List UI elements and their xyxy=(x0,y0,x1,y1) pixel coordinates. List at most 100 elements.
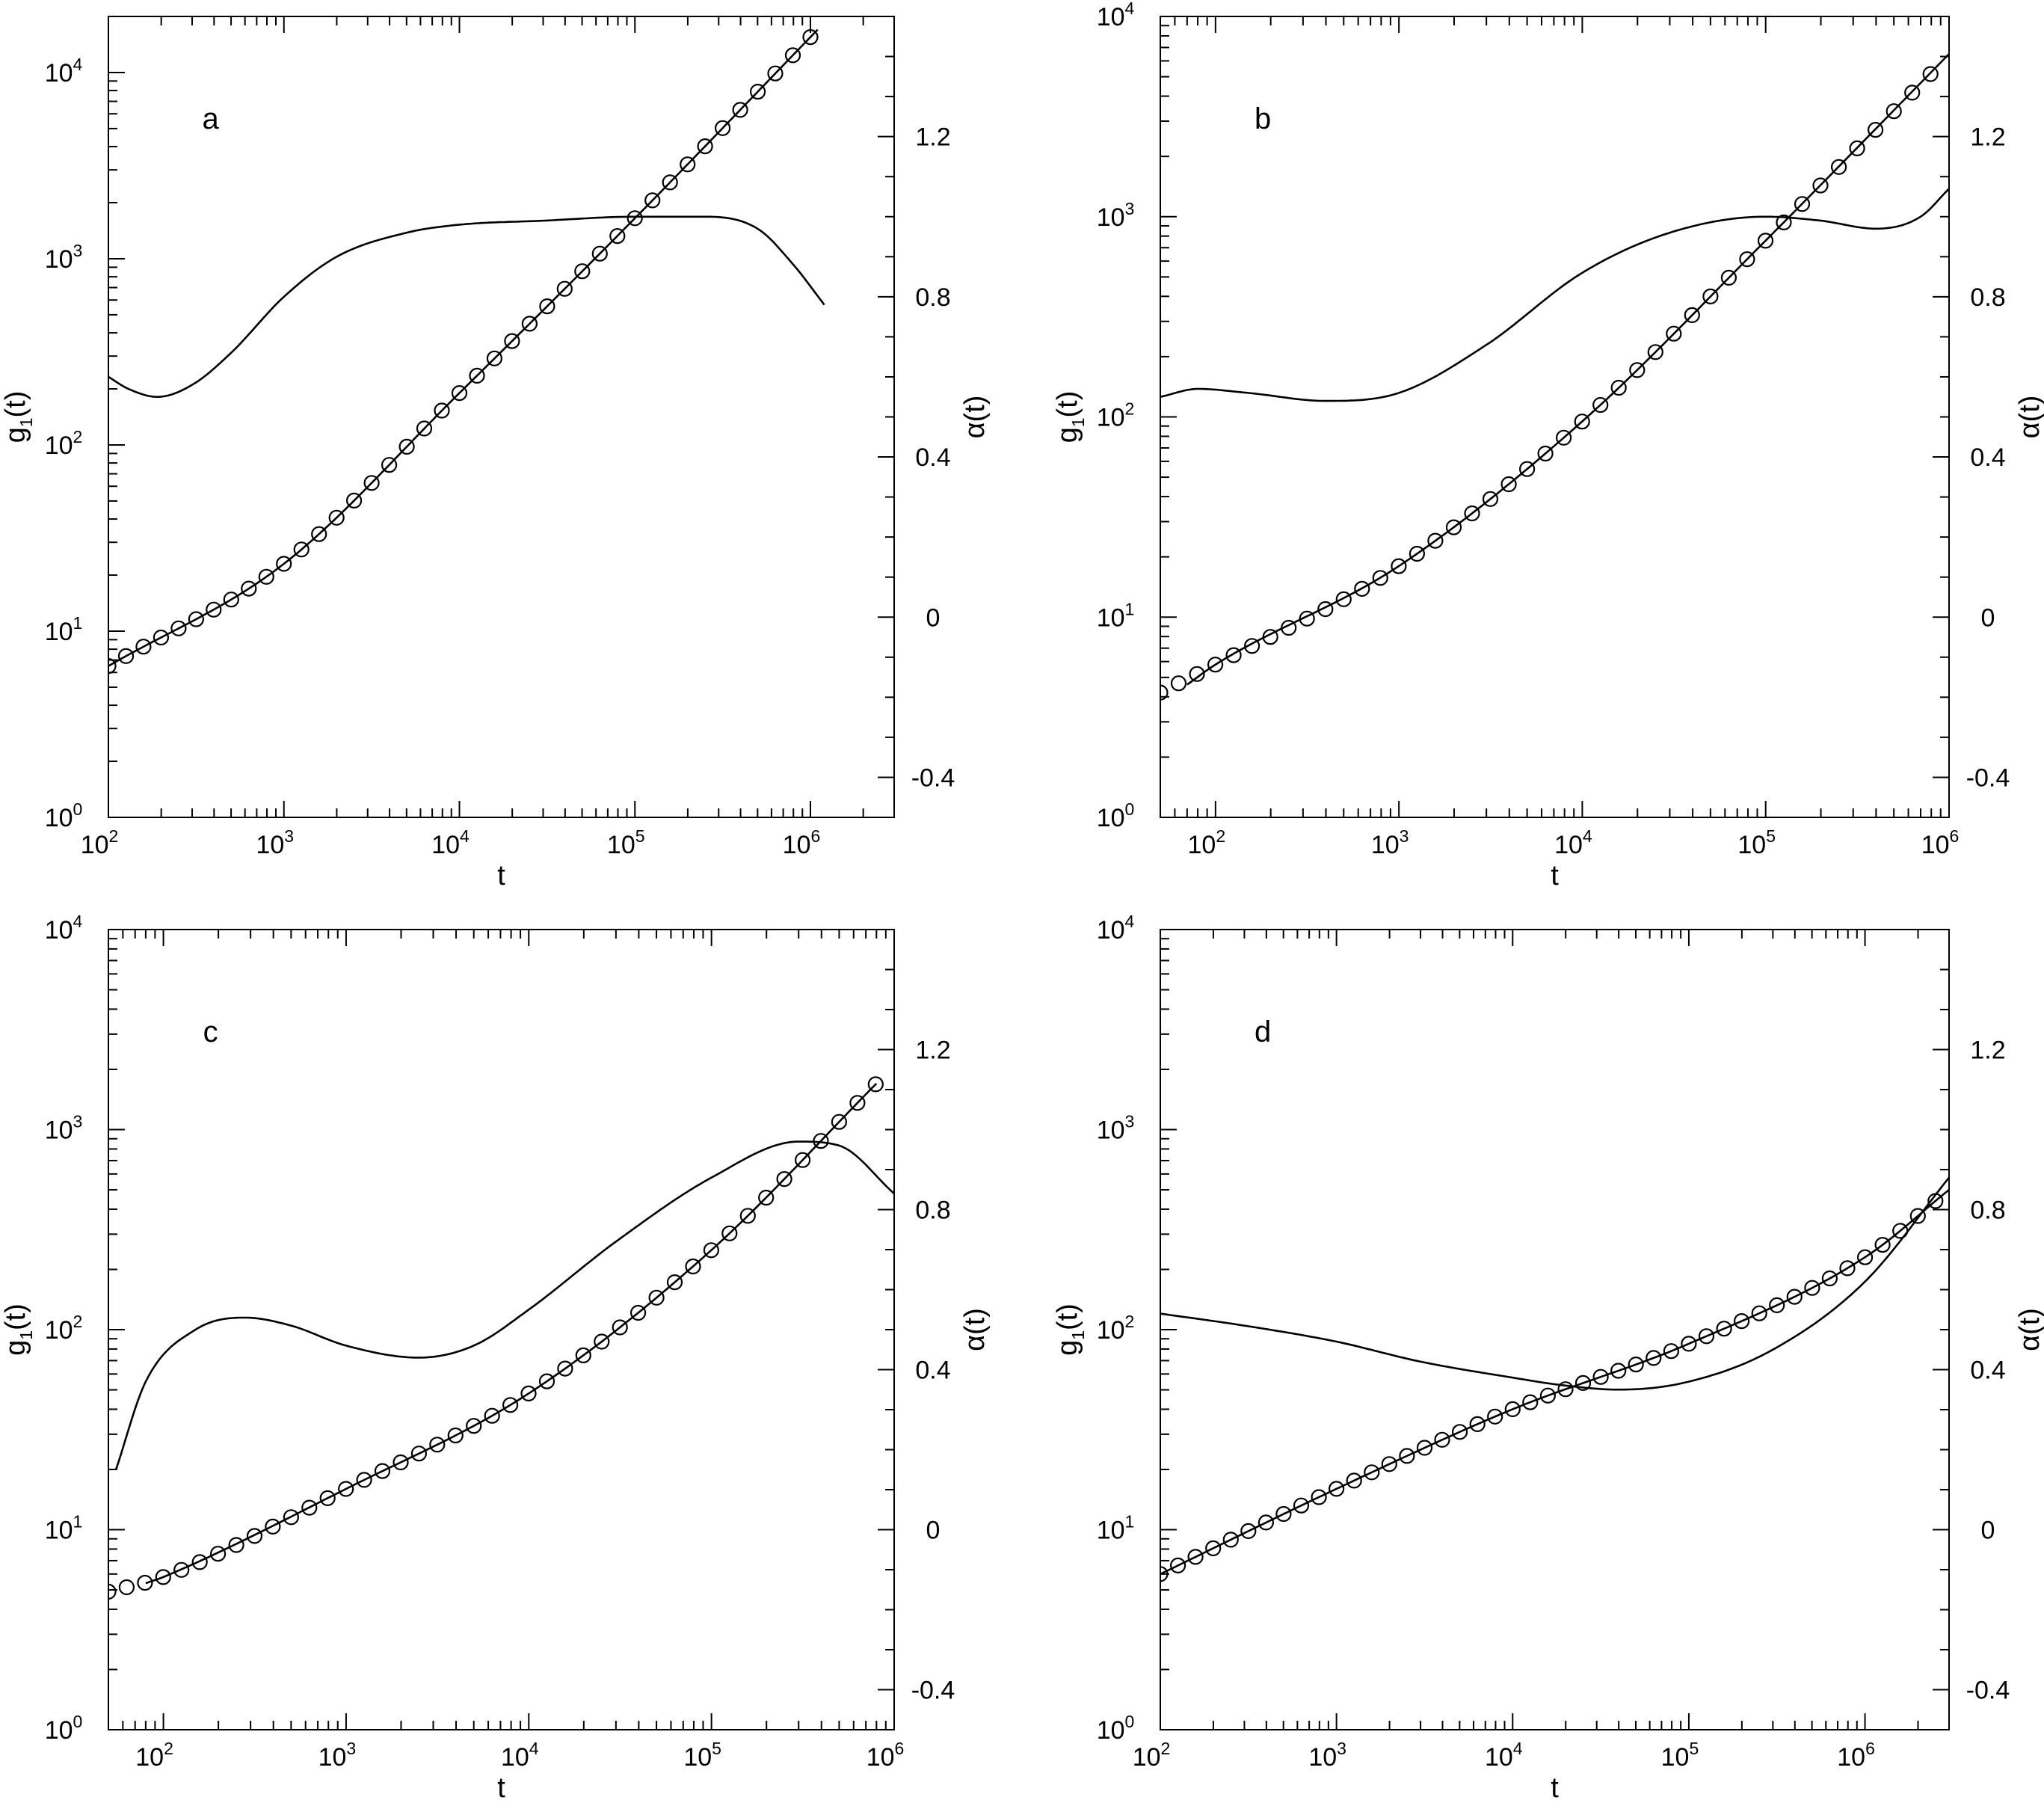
g1-point xyxy=(784,47,801,64)
x-tick-label: 106 xyxy=(1837,1739,1875,1772)
y-tick-labels: 100 101 102 103 104 xyxy=(45,55,83,832)
y-axis-ticks xyxy=(1160,929,1177,1730)
g1-point xyxy=(739,1208,756,1224)
g1-point xyxy=(1904,85,1921,101)
g1-point xyxy=(831,1114,848,1130)
y-tick-label: 100 xyxy=(45,799,83,832)
g1-point xyxy=(410,1446,428,1462)
g1-point xyxy=(609,228,626,245)
g1-point xyxy=(644,192,661,209)
y-axis-label: g1(t) xyxy=(1052,1303,1088,1356)
x-tick-exp: 3 xyxy=(1337,1739,1346,1758)
g1-point xyxy=(1751,1305,1767,1321)
g1-point xyxy=(714,120,731,136)
x-tick-labels: 102 103 104 105 106 xyxy=(81,826,821,859)
y2-tick-label: 0 xyxy=(926,603,941,632)
g1-point xyxy=(794,1152,811,1168)
x-tick-exp: 4 xyxy=(529,1739,539,1758)
g1-fit-line xyxy=(108,28,819,667)
y2-tick-label: -0.4 xyxy=(911,764,955,792)
g1-point xyxy=(867,1076,884,1093)
x-tick-exp: 2 xyxy=(164,1739,173,1758)
y-tick-labels: 100 101 102 103 104 xyxy=(1097,0,1135,832)
g1-point xyxy=(1663,1343,1679,1360)
x-tick-label: 105 xyxy=(1661,1739,1699,1772)
g1-point xyxy=(1629,362,1646,378)
g1-point xyxy=(504,333,520,349)
g1-point xyxy=(1681,1336,1697,1352)
x-tick-exp: 5 xyxy=(635,826,645,846)
g1-point xyxy=(228,1537,244,1553)
y-tick-label: 104 xyxy=(45,912,83,944)
x-tick-base: 10 xyxy=(1485,1743,1513,1772)
g1-point xyxy=(703,1242,720,1259)
g1-point xyxy=(539,298,555,315)
y2-tick-label: 0.4 xyxy=(915,443,950,472)
x-tick-exp: 3 xyxy=(1400,826,1409,846)
y-axis-ticks xyxy=(108,16,125,818)
g1-point xyxy=(319,1490,336,1507)
x-tick-label: 106 xyxy=(866,1739,905,1772)
x-tick-base: 10 xyxy=(81,831,109,859)
y-tick-labels: 100 101 102 103 104 xyxy=(1097,912,1135,1745)
y-tick-label: 102 xyxy=(1097,1312,1135,1345)
x-tick-label: 105 xyxy=(1737,826,1776,859)
x-tick-exp: 6 xyxy=(811,826,821,846)
g1-point xyxy=(108,658,117,675)
y-axis-label: g1(t) xyxy=(0,391,36,443)
g1-point xyxy=(1487,1408,1503,1425)
panel-c: 102 103 104 105 106100101102103104-0.400.40.… xyxy=(0,912,991,1803)
g1-point xyxy=(767,65,784,82)
y-axis-label: g1(t) xyxy=(0,1303,36,1356)
x-axis-label: t xyxy=(1551,860,1559,891)
x-tick-label: 103 xyxy=(318,1739,357,1772)
y2-tick-label: 0.8 xyxy=(915,283,950,312)
y-tick-label: 100 xyxy=(1097,799,1135,832)
x-tick-label: 106 xyxy=(1921,826,1960,859)
plot-area xyxy=(1160,1176,1949,1582)
y-tick-label: 101 xyxy=(1097,1512,1135,1545)
x-tick-exp: 6 xyxy=(895,1739,905,1758)
g1-point xyxy=(1434,1431,1450,1448)
g1-point xyxy=(1293,1497,1310,1514)
g1-fit-line xyxy=(1160,1188,1949,1575)
g1-point xyxy=(486,350,503,366)
x-tick-label: 104 xyxy=(1485,1739,1523,1772)
g1-point xyxy=(1207,657,1224,673)
y-tick-label: 101 xyxy=(45,613,83,646)
y-tick-label: 100 xyxy=(1097,1712,1135,1745)
g1-point xyxy=(1909,1208,1926,1224)
x-tick-label: 104 xyxy=(1554,826,1592,859)
g1-point xyxy=(849,1095,866,1111)
x-tick-exp: 4 xyxy=(460,826,470,846)
x-tick-exp: 5 xyxy=(712,1739,721,1758)
g1-point xyxy=(108,1583,117,1600)
g1-point xyxy=(1757,233,1774,249)
g1-point xyxy=(1716,1321,1732,1337)
y2-tick-label: 0.4 xyxy=(1970,1357,2005,1385)
x-tick-label: 105 xyxy=(683,1739,721,1772)
g1-point xyxy=(469,367,485,384)
x-tick-base: 10 xyxy=(1188,831,1216,859)
y2-tick-label: -0.4 xyxy=(1966,764,2010,792)
y2-tick-label: 1.2 xyxy=(915,1036,950,1065)
plot-area xyxy=(1160,53,1949,701)
y-tick-label: 101 xyxy=(1097,599,1135,632)
y-tick-labels: 100 101 102 103 104 xyxy=(45,912,83,1745)
x-tick-labels: 102 103 104 105 106 xyxy=(135,1739,904,1772)
g1-point xyxy=(1281,619,1297,636)
x-tick-exp: 4 xyxy=(1513,1739,1523,1758)
g1-point xyxy=(356,1472,372,1488)
g1-point xyxy=(521,316,538,332)
y-tick-label: 100 xyxy=(45,1712,83,1745)
g1-point xyxy=(1628,1356,1644,1373)
g1-point xyxy=(1537,445,1554,462)
g1-point xyxy=(1451,1424,1468,1440)
y2-tick-labels: -0.4 0 0.4 0.8 1.2 xyxy=(911,123,955,793)
g1-point xyxy=(557,1360,573,1377)
g1-point xyxy=(758,1189,775,1206)
x-tick-label: 103 xyxy=(256,826,294,859)
g1-point xyxy=(1504,1401,1521,1418)
x-tick-exp: 6 xyxy=(1865,1739,1875,1758)
y-tick-label: 104 xyxy=(45,55,83,87)
